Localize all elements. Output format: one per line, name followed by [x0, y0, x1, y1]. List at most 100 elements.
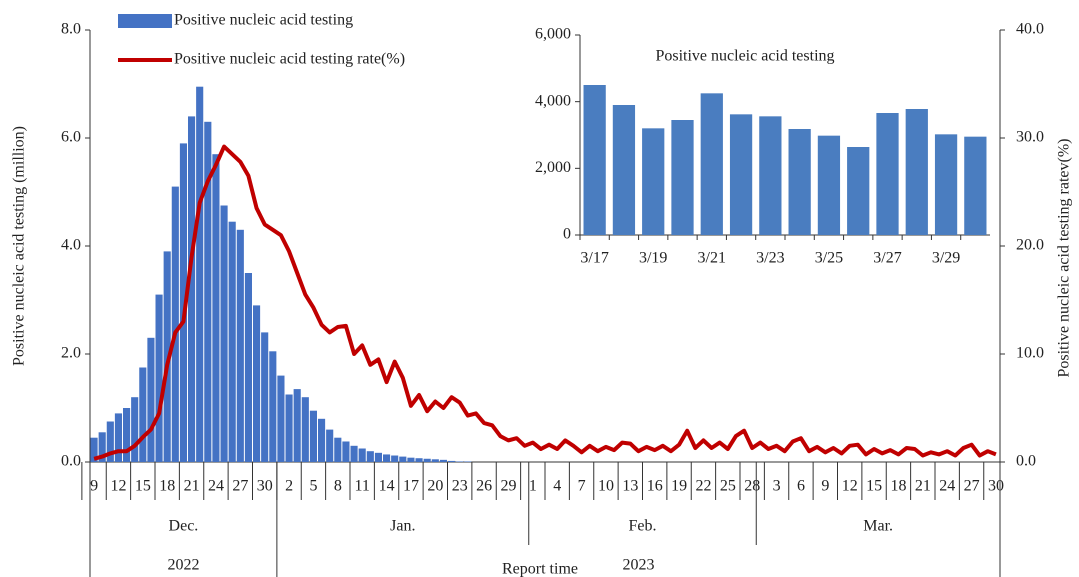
- x-tick-label: 15: [866, 478, 882, 495]
- inset-y-tick-label: 0: [563, 226, 571, 243]
- bar: [439, 459, 447, 462]
- month-label: Dec.: [169, 518, 199, 535]
- x-tick-label: 29: [500, 478, 516, 495]
- x-tick-label: 5: [309, 478, 317, 495]
- bar: [448, 460, 456, 462]
- x-tick-label: 26: [476, 478, 492, 495]
- inset-bar: [905, 109, 928, 235]
- year-label: 2022: [167, 557, 199, 574]
- bar: [456, 461, 464, 462]
- x-tick-label: 1: [529, 478, 537, 495]
- x-tick-label: 21: [184, 478, 200, 495]
- bar: [301, 397, 309, 462]
- month-label: Jan.: [390, 518, 415, 535]
- line-series: [93, 144, 997, 461]
- bar: [155, 294, 163, 462]
- bar: [179, 143, 187, 462]
- inset-x-tick-label: 3/19: [639, 250, 667, 267]
- bar: [358, 448, 366, 462]
- bar: [236, 229, 244, 462]
- inset-bar: [759, 116, 782, 235]
- inset-bar: [788, 129, 811, 235]
- month-label: Mar.: [863, 518, 893, 535]
- y2-tick-label: 30.0: [1016, 129, 1044, 146]
- y-tick-label: 6.0: [61, 129, 81, 146]
- bar: [114, 413, 122, 462]
- x-tick-label: 14: [379, 478, 395, 495]
- y-axis-title: Positive nucleic acid testing (million): [11, 126, 28, 366]
- bar: [366, 451, 374, 462]
- bar: [374, 452, 382, 462]
- bar: [196, 86, 204, 462]
- bar: [391, 455, 399, 462]
- x-tick-label: 2: [285, 478, 293, 495]
- x-tick-label: 30: [988, 478, 1004, 495]
- bar: [188, 116, 196, 463]
- inset-title: Positive nucleic acid testing: [655, 48, 834, 65]
- inset-bar: [964, 136, 987, 235]
- inset-y-tick-label: 6,000: [535, 26, 571, 43]
- bar: [269, 351, 277, 462]
- bar: [139, 367, 147, 462]
- y2-tick-label: 10.0: [1016, 345, 1044, 362]
- bar: [318, 418, 326, 462]
- bar: [106, 421, 114, 462]
- x-tick-label: 10: [598, 478, 614, 495]
- bar: [407, 457, 415, 462]
- x-tick-label: 3: [773, 478, 781, 495]
- bar: [212, 154, 220, 462]
- x-tick-label: 27: [232, 478, 248, 495]
- x-tick-label: 27: [964, 478, 980, 495]
- bar: [253, 305, 261, 462]
- inset-bar: [671, 120, 694, 235]
- y2-tick-label: 0.0: [1016, 453, 1036, 470]
- bar: [334, 437, 342, 462]
- x-tick-label: 18: [890, 478, 906, 495]
- x-tick-label: 17: [403, 478, 419, 495]
- bar: [309, 410, 317, 462]
- inset-bar: [876, 113, 899, 235]
- bar: [423, 458, 431, 462]
- bar: [464, 461, 472, 462]
- x-tick-label: 18: [159, 478, 175, 495]
- x-tick-label: 12: [110, 478, 126, 495]
- inset-x-tick-label: 3/23: [756, 250, 784, 267]
- x-tick-label: 15: [135, 478, 151, 495]
- x-tick-label: 20: [427, 478, 443, 495]
- inset-bar: [847, 147, 870, 235]
- bar: [147, 337, 155, 462]
- inset-bar: [700, 93, 723, 235]
- bar: [171, 186, 179, 462]
- x-tick-label: 28: [744, 478, 760, 495]
- inset-y-tick-label: 2,000: [535, 159, 571, 176]
- bar: [399, 456, 407, 462]
- bar: [326, 429, 334, 462]
- legend-label: Positive nucleic acid testing rate(%): [174, 51, 405, 68]
- inset-bar: [729, 114, 753, 235]
- x-tick-label: 25: [720, 478, 736, 495]
- x-tick-label: 23: [452, 478, 468, 495]
- bar: [244, 273, 252, 462]
- x-tick-label: 11: [354, 478, 369, 495]
- x-tick-label: 21: [915, 478, 931, 495]
- x-tick-label: 12: [842, 478, 858, 495]
- y-tick-label: 4.0: [61, 237, 81, 254]
- bar: [350, 445, 358, 462]
- x-tick-label: 24: [939, 478, 955, 495]
- x-tick-label: 24: [208, 478, 224, 495]
- x-tick-label: 7: [578, 478, 586, 495]
- y-tick-label: 0.0: [61, 453, 81, 470]
- y-tick-label: 2.0: [61, 345, 81, 362]
- x-tick-label: 16: [647, 478, 663, 495]
- inset-y-tick-label: 4,000: [535, 92, 571, 109]
- x-tick-label: 6: [797, 478, 805, 495]
- bar: [123, 408, 131, 462]
- inset-bar: [612, 105, 636, 235]
- bar: [293, 389, 301, 462]
- x-tick-label: 22: [695, 478, 711, 495]
- y2-tick-label: 20.0: [1016, 237, 1044, 254]
- bar: [285, 394, 293, 462]
- bar: [261, 332, 269, 462]
